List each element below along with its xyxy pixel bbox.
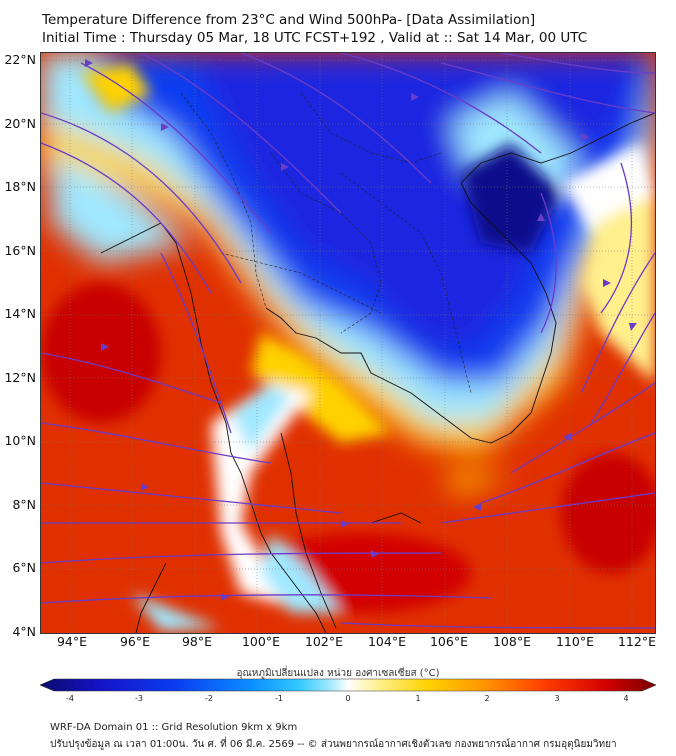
temperature-wind-map [41,53,655,633]
footer-model-info: WRF-DA Domain 01 :: Grid Resolution 9km … [50,722,298,733]
colorbar-title: อุณหภูมิเปลี่ยนแปลง หน่วย องศาเซลเซียส (… [236,668,440,679]
lon-label: 104°E [367,634,406,649]
lat-label: 20°N [4,116,36,131]
lat-label: 4°N [12,624,36,639]
colorbar-tick: -4 [66,694,74,703]
local-anomaly-layers [41,63,655,631]
lat-label: 8°N [12,497,36,512]
colorbar-tick: 2 [484,694,490,703]
lon-label: 98°E [181,634,213,649]
colorbar-tick: -2 [205,694,213,703]
lat-label: 16°N [4,243,36,258]
lat-label: 6°N [12,560,36,575]
colorbar-tick: -3 [135,694,143,703]
lon-label: 108°E [492,634,531,649]
wind-streamlines [41,53,655,629]
lat-label: 14°N [4,306,36,321]
lat-label: 22°N [4,52,36,67]
footer-credit: ปรับปรุงข้อมูล ณ เวลา 01:00น. วัน ศ. ที่… [50,739,617,750]
colorbar-tick: 4 [623,694,629,703]
colorbar-tick: -1 [275,694,283,703]
lon-label: 106°E [429,634,468,649]
colorbar [40,678,656,692]
lon-label: 100°E [241,634,280,649]
colorbar-tick: 0 [345,694,351,703]
colorbar-tick: 3 [554,694,560,703]
colorbar-tick: 1 [415,694,421,703]
map-panel [40,52,656,634]
lat-label: 18°N [4,179,36,194]
country-borders [180,92,472,394]
coastlines [100,112,655,633]
lon-label: 96°E [119,634,151,649]
map-title: Temperature Difference from 23°C and Win… [42,12,536,28]
lon-label: 110°E [555,634,594,649]
lon-label: 94°E [56,634,88,649]
map-subtitle: Initial Time : Thursday 05 Mar, 18 UTC F… [42,30,588,46]
lon-label: 112°E [617,634,656,649]
lat-label: 12°N [4,370,36,385]
lat-label: 10°N [4,433,36,448]
wind-arrowheads [85,59,637,601]
lon-label: 102°E [304,634,343,649]
